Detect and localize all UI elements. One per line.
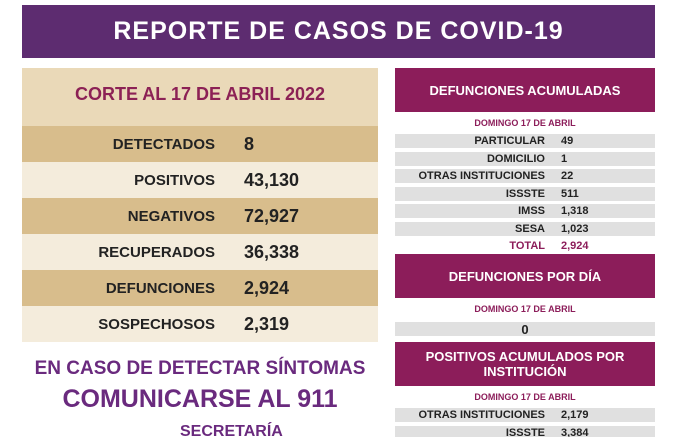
row-value: 49 bbox=[561, 135, 574, 147]
summary-row: POSITIVOS 43,130 bbox=[22, 162, 378, 198]
total-value: 2,924 bbox=[561, 240, 589, 252]
panel-date: DOMINGO 17 DE ABRIL bbox=[474, 392, 576, 402]
row-value: 2,319 bbox=[244, 314, 290, 334]
row-value: 2,924 bbox=[244, 278, 290, 298]
row-label: PARTICULAR bbox=[474, 135, 545, 147]
row-label: ISSSTE bbox=[505, 426, 545, 437]
panel-row: IMSS 1,318 bbox=[395, 204, 655, 218]
row-value: 1,318 bbox=[561, 205, 589, 217]
summary-title: CORTE AL 17 DE ABRIL 2022 bbox=[74, 84, 326, 104]
panel-title: DEFUNCIONES ACUMULADAS bbox=[395, 68, 655, 112]
summary-row: DEFUNCIONES 2,924 bbox=[22, 270, 378, 306]
total-label: TOTAL bbox=[509, 240, 545, 252]
row-value: 2,179 bbox=[561, 409, 589, 421]
row-label: NEGATIVOS bbox=[127, 208, 215, 225]
panel-row: OTRAS INSTITUCIONES 2,179 bbox=[395, 408, 655, 422]
notice-line: COMUNICARSE AL 911 bbox=[62, 385, 338, 413]
summary-row: DETECTADOS 8 bbox=[22, 126, 378, 162]
summary-row: RECUPERADOS 36,338 bbox=[22, 234, 378, 270]
panel-date: DOMINGO 17 DE ABRIL bbox=[474, 118, 576, 128]
row-value: 36,338 bbox=[244, 242, 300, 262]
row-label: SESA bbox=[515, 222, 545, 235]
row-value: 1 bbox=[561, 152, 568, 165]
panel-row: DOMICILIO 1 bbox=[395, 151, 655, 166]
panel-value: 0 bbox=[395, 322, 655, 337]
panel-row: PARTICULAR 49 bbox=[395, 134, 655, 148]
row-value: 511 bbox=[561, 187, 579, 200]
panel-row: SESA 1,023 bbox=[395, 221, 655, 236]
footer-text: SECRETARÍA bbox=[180, 423, 283, 437]
row-label: DEFUNCIONES bbox=[105, 280, 215, 297]
notice-line: EN CASO DE DETECTAR SÍNTOMAS bbox=[34, 358, 366, 379]
row-label: DOMICILIO bbox=[486, 152, 545, 165]
row-value: 43,130 bbox=[244, 170, 300, 190]
row-label: OTRAS INSTITUCIONES bbox=[418, 170, 545, 182]
row-label: ISSSTE bbox=[505, 187, 545, 200]
row-label: OTRAS INSTITUCIONES bbox=[418, 409, 545, 421]
title-banner: REPORTE DE CASOS DE COVID-19 bbox=[22, 5, 655, 58]
panel-date: DOMINGO 17 DE ABRIL bbox=[474, 304, 576, 314]
panel-row: ISSSTE 3,384 bbox=[395, 425, 655, 437]
panel-row: OTRAS INSTITUCIONES 22 bbox=[395, 169, 655, 183]
summary-row: NEGATIVOS 72,927 bbox=[22, 198, 378, 234]
row-label: SOSPECHOSOS bbox=[98, 316, 215, 333]
row-label: RECUPERADOS bbox=[98, 244, 215, 261]
row-value: 22 bbox=[561, 170, 574, 182]
row-label: IMSS bbox=[518, 205, 545, 217]
panel-title: DEFUNCIONES POR DÍA bbox=[395, 254, 655, 298]
row-label: DETECTADOS bbox=[112, 136, 215, 153]
panel-total: TOTAL 2,924 bbox=[395, 239, 655, 253]
row-value: 8 bbox=[244, 134, 255, 154]
panel-title: POSITIVOS ACUMULADOS POR INSTITUCIÓN bbox=[395, 342, 655, 386]
row-value: 72,927 bbox=[244, 206, 300, 226]
row-value: 3,384 bbox=[561, 426, 589, 437]
panel-row: ISSSTE 511 bbox=[395, 186, 655, 201]
row-label: POSITIVOS bbox=[134, 172, 215, 189]
row-value: 1,023 bbox=[561, 222, 589, 235]
summary-row: SOSPECHOSOS 2,319 bbox=[22, 306, 378, 342]
